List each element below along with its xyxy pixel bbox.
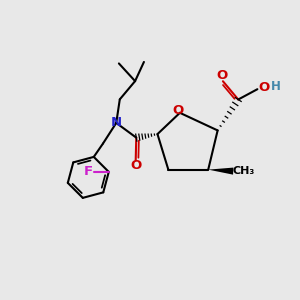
Text: F: F	[84, 165, 93, 178]
Text: N: N	[111, 116, 122, 128]
Text: CH₃: CH₃	[232, 166, 255, 176]
Polygon shape	[208, 168, 233, 175]
Text: O: O	[130, 159, 141, 172]
Text: O: O	[172, 104, 183, 117]
Text: O: O	[258, 81, 269, 94]
Text: O: O	[217, 70, 228, 83]
Text: H: H	[271, 80, 281, 93]
